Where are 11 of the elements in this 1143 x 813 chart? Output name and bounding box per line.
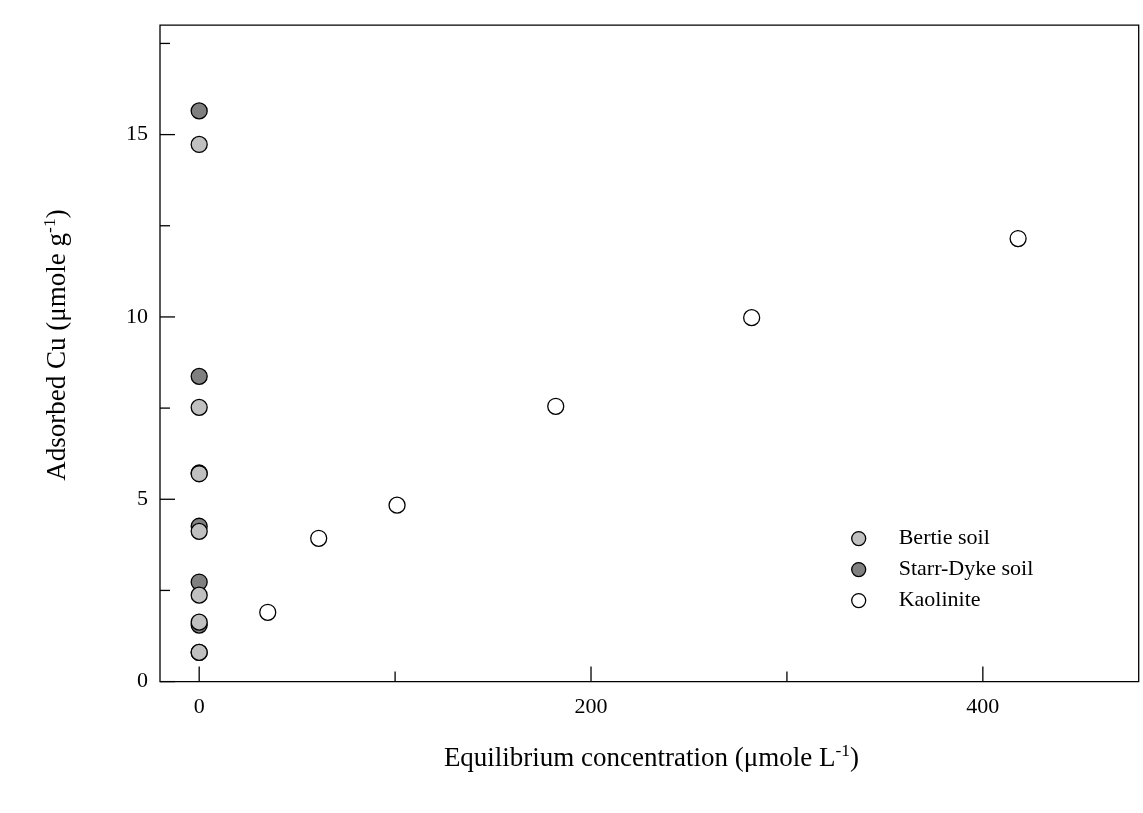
legend-label: Kaolinite <box>898 586 981 612</box>
y-tick-label: 15 <box>126 120 148 146</box>
legend-label: Starr-Dyke soil <box>898 555 1034 581</box>
x-tick-label: 0 <box>193 692 205 718</box>
x-tick-label: 400 <box>966 692 1000 718</box>
x-tick-label: 200 <box>574 692 608 718</box>
y-tick-label: 10 <box>126 302 148 328</box>
y-tick-label: 5 <box>137 485 148 511</box>
x-axis-title: Equilibrium concentration (μmole L$^{-1}$) <box>442 740 861 773</box>
legend-label: Bertie soil <box>898 524 990 550</box>
y-tick-label: 0 <box>137 667 148 693</box>
